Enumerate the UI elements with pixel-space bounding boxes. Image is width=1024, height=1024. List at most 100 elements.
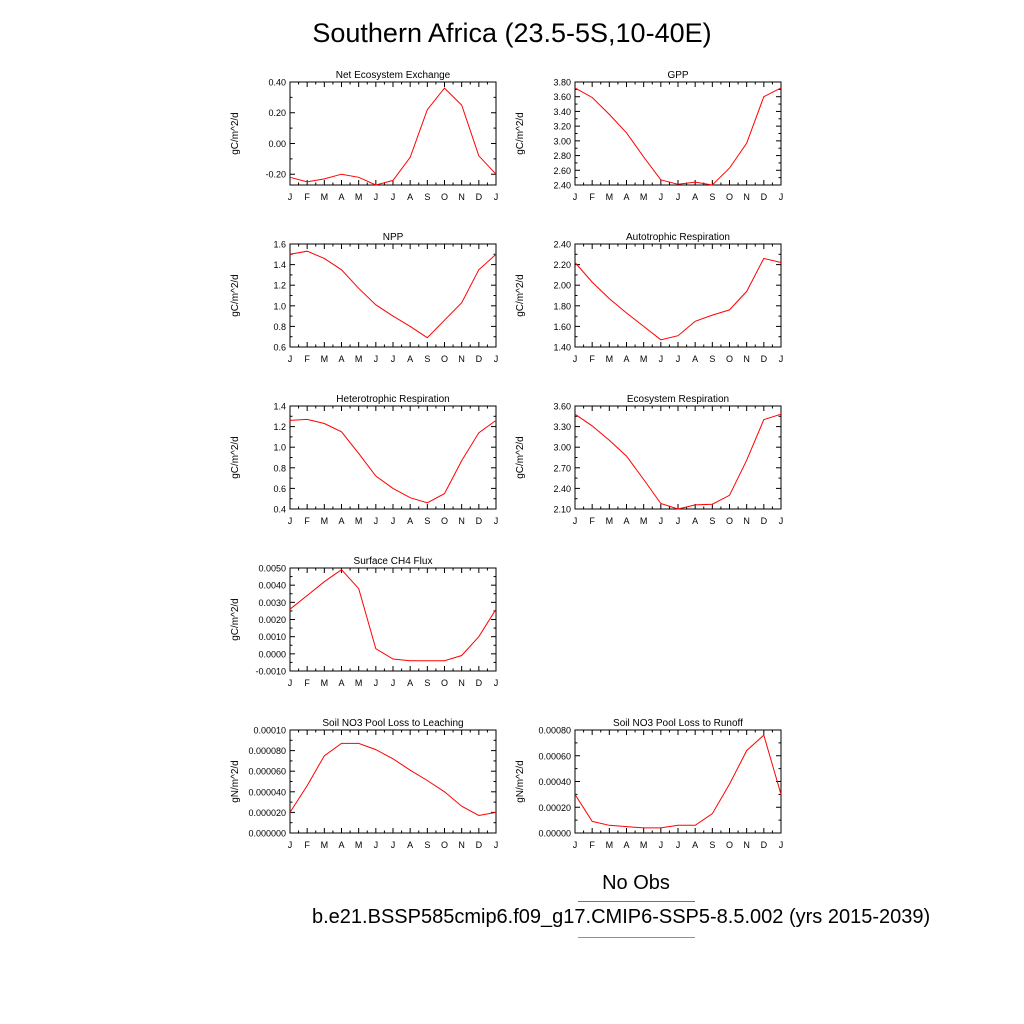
x-tick-label: M xyxy=(321,354,329,364)
x-tick-label: M xyxy=(355,678,363,688)
x-tick-label: J xyxy=(676,516,681,526)
x-tick-label: O xyxy=(726,840,733,850)
y-tick-label: 3.60 xyxy=(553,92,571,102)
y-tick-label: 3.80 xyxy=(553,78,571,88)
y-tick-label: 0.00080 xyxy=(538,726,571,736)
x-tick-label: A xyxy=(338,516,344,526)
y-tick-label: 0.0020 xyxy=(258,615,286,625)
x-tick-label: J xyxy=(573,192,578,202)
x-tick-label: M xyxy=(640,354,648,364)
x-tick-label: J xyxy=(391,354,396,364)
y-tick-label: 0.6 xyxy=(273,484,286,494)
chart-title: Soil NO3 Pool Loss to Runoff xyxy=(613,718,743,729)
x-tick-label: D xyxy=(476,516,483,526)
series-line xyxy=(289,250,497,339)
y-axis-label: gC/m^2/d xyxy=(230,436,241,479)
series-line xyxy=(289,87,497,186)
x-tick-label: N xyxy=(458,840,465,850)
x-tick-label: S xyxy=(709,192,715,202)
y-tick-label: 0.000020 xyxy=(248,808,286,818)
y-tick-label: 0.0040 xyxy=(258,581,286,591)
chart-panel-7: Soil NO3 Pool Loss to Leaching gN/m^2/d J F… xyxy=(230,718,498,850)
x-tick-label: N xyxy=(743,840,750,850)
x-tick-label: J xyxy=(779,516,784,526)
x-tick-label: J xyxy=(288,840,293,850)
x-tick-label: J xyxy=(573,354,578,364)
chart-title: Heterotrophic Respiration xyxy=(336,394,449,405)
x-tick-label: S xyxy=(709,840,715,850)
x-tick-label: M xyxy=(321,678,329,688)
legend-line-obs xyxy=(578,901,695,902)
plot-frame xyxy=(574,405,782,510)
x-tick-label: D xyxy=(761,354,768,364)
y-tick-label: 2.80 xyxy=(553,151,571,161)
x-tick-label: S xyxy=(424,840,430,850)
y-tick-label: 3.00 xyxy=(553,443,571,453)
x-tick-label: J xyxy=(494,840,499,850)
x-tick-label: N xyxy=(743,192,750,202)
y-tick-label: 2.40 xyxy=(553,240,571,250)
y-axis-label: gC/m^2/d xyxy=(515,436,526,479)
chart-title: NPP xyxy=(383,232,404,243)
y-axis-label: gC/m^2/d xyxy=(230,598,241,641)
x-tick-label: M xyxy=(606,354,614,364)
x-tick-label: S xyxy=(424,354,430,364)
x-tick-label: F xyxy=(589,840,595,850)
x-tick-label: M xyxy=(606,192,614,202)
x-tick-label: O xyxy=(441,354,448,364)
x-tick-label: N xyxy=(743,516,750,526)
x-tick-label: J xyxy=(676,840,681,850)
x-tick-label: A xyxy=(692,516,698,526)
x-tick-label: O xyxy=(441,840,448,850)
y-tick-label: 2.00 xyxy=(553,281,571,291)
x-tick-label: J xyxy=(659,840,664,850)
y-axis-label: gC/m^2/d xyxy=(515,274,526,317)
y-tick-label: 0.000060 xyxy=(248,767,286,777)
x-tick-label: F xyxy=(304,840,310,850)
plot-frame xyxy=(289,567,497,672)
x-tick-label: J xyxy=(374,354,379,364)
series-line xyxy=(289,742,497,817)
x-tick-label: J xyxy=(659,192,664,202)
x-tick-label: O xyxy=(726,192,733,202)
plot-frame xyxy=(289,81,497,186)
x-tick-label: S xyxy=(424,516,430,526)
x-tick-label: S xyxy=(424,678,430,688)
x-tick-label: A xyxy=(407,192,413,202)
y-tick-label: 1.60 xyxy=(553,322,571,332)
x-tick-label: D xyxy=(476,192,483,202)
x-tick-label: D xyxy=(476,354,483,364)
y-tick-label: 0.0030 xyxy=(258,598,286,608)
y-tick-label: 0.00000 xyxy=(538,829,571,839)
x-tick-label: M xyxy=(355,840,363,850)
y-tick-label: 0.40 xyxy=(268,78,286,88)
y-tick-label: 0.00 xyxy=(268,139,286,149)
x-tick-label: A xyxy=(407,354,413,364)
series-line xyxy=(289,569,497,662)
chart-title: Net Ecosystem Exchange xyxy=(336,70,451,81)
x-tick-label: J xyxy=(779,840,784,850)
y-tick-label: 2.70 xyxy=(553,463,571,473)
x-tick-label: O xyxy=(726,516,733,526)
x-tick-label: O xyxy=(441,192,448,202)
x-tick-label: J xyxy=(374,678,379,688)
x-tick-label: J xyxy=(676,354,681,364)
x-tick-label: A xyxy=(623,516,629,526)
x-tick-label: M xyxy=(606,840,614,850)
x-tick-label: N xyxy=(458,354,465,364)
x-tick-label: J xyxy=(288,678,293,688)
x-tick-label: M xyxy=(355,354,363,364)
y-tick-label: 0.8 xyxy=(273,463,286,473)
x-tick-label: S xyxy=(709,516,715,526)
y-axis-label: gN/m^2/d xyxy=(515,760,526,803)
x-tick-label: A xyxy=(692,192,698,202)
x-tick-label: F xyxy=(304,516,310,526)
series-line xyxy=(574,734,782,829)
y-tick-label: 1.40 xyxy=(553,343,571,353)
series-line xyxy=(574,257,782,341)
y-axis-label: gC/m^2/d xyxy=(230,112,241,155)
x-tick-label: M xyxy=(321,840,329,850)
